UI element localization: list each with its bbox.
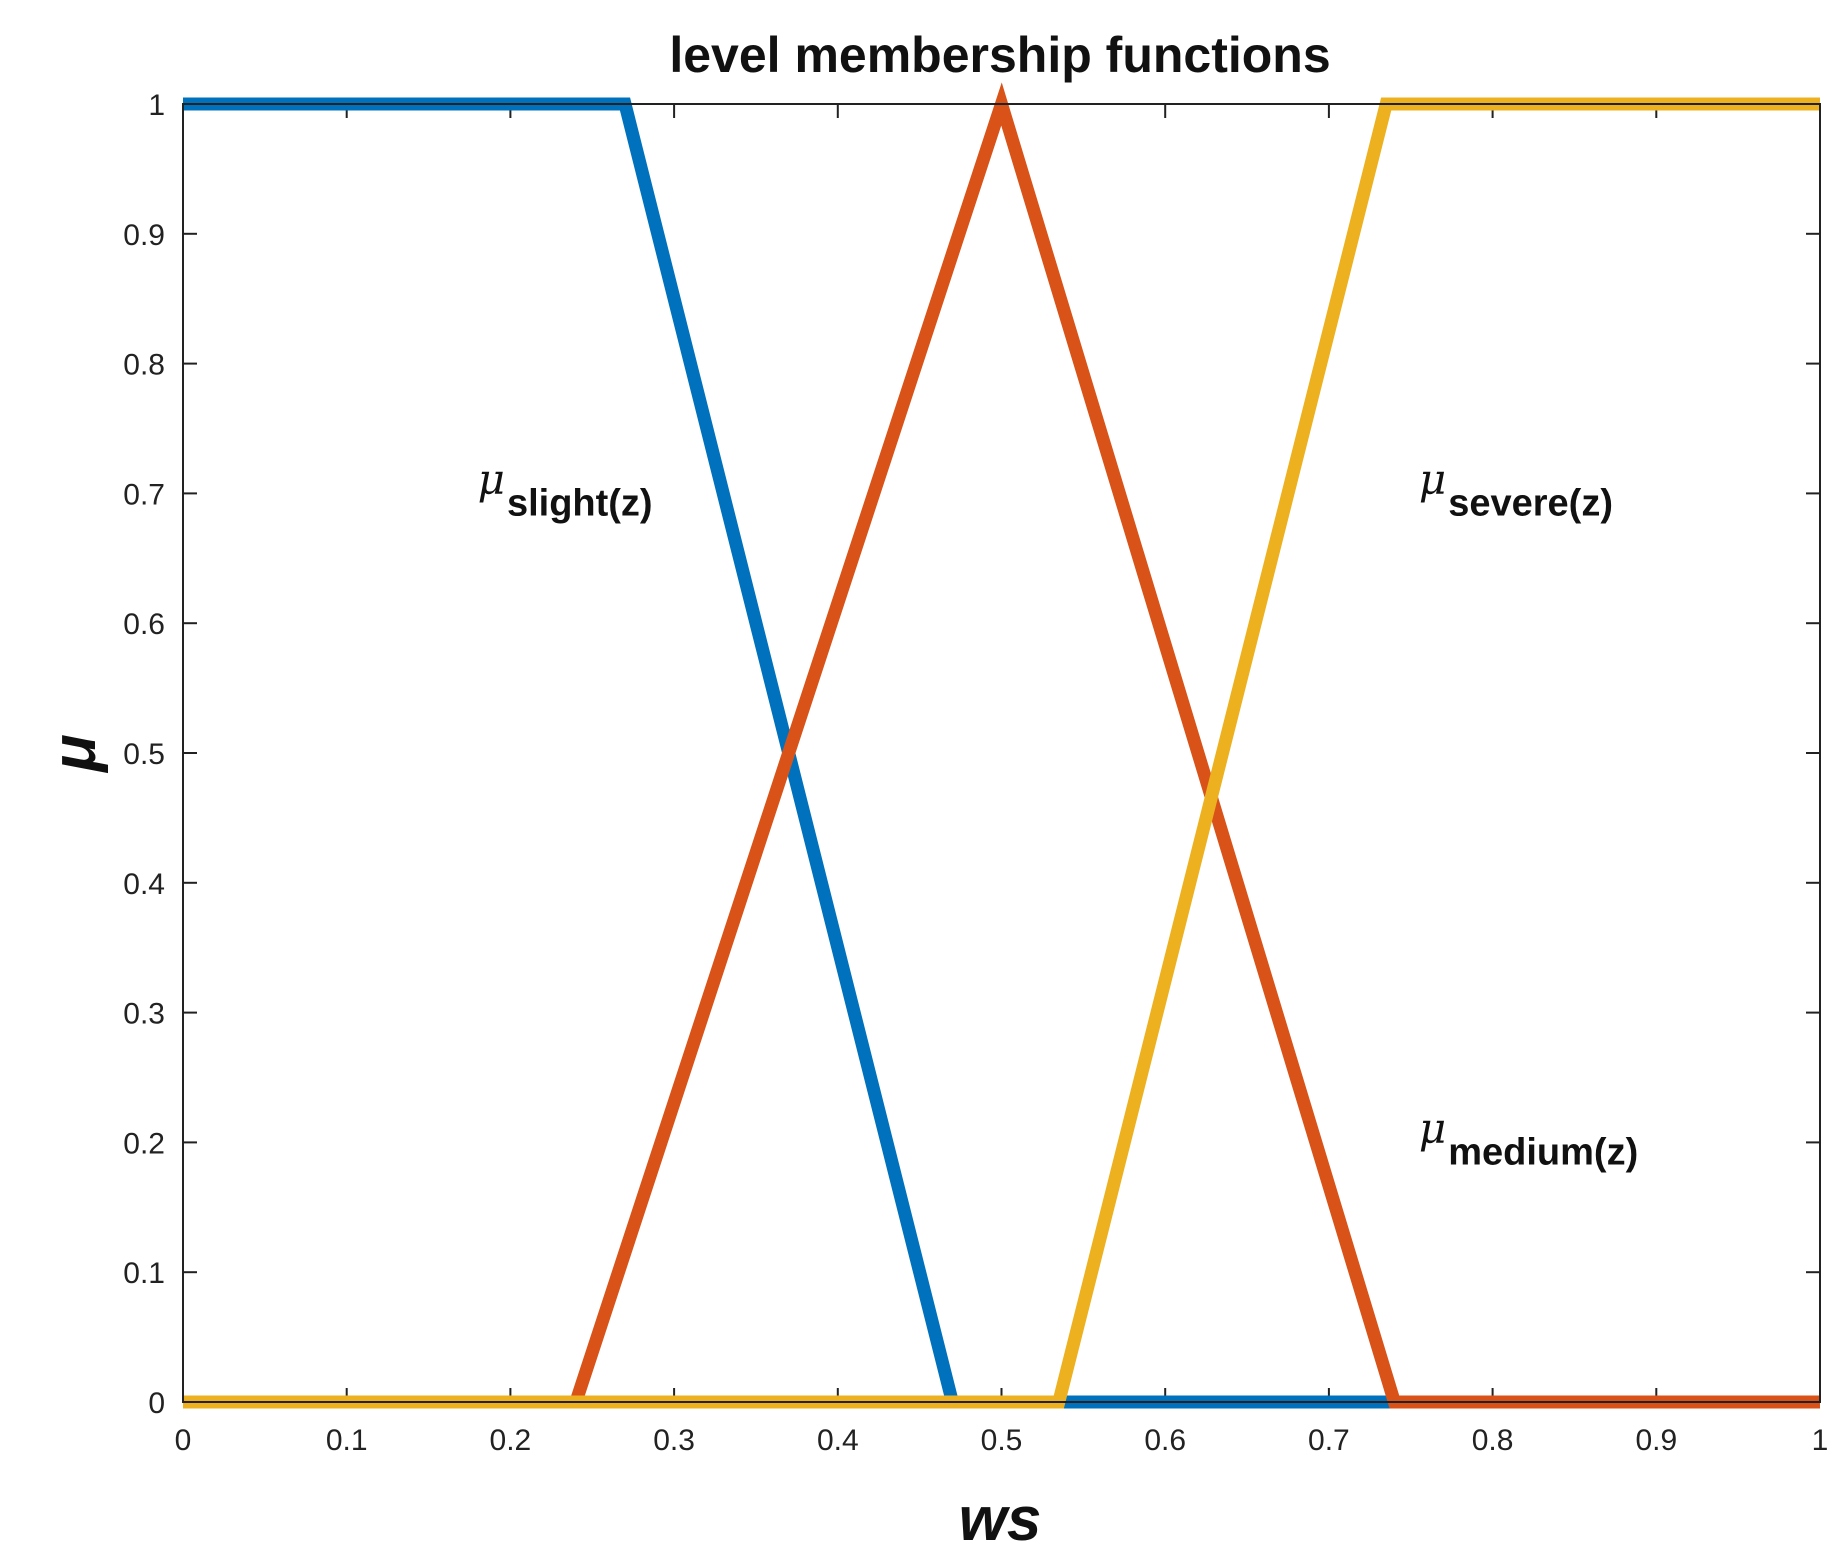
y-tick-label: 0 (148, 1387, 165, 1420)
annotation-symbol: μ (1419, 1103, 1446, 1152)
annotation-subscript: slight(z) (507, 482, 653, 524)
annotation-subscript: medium(z) (1448, 1131, 1638, 1173)
annotation-symbol: μ (1419, 454, 1446, 503)
annotation-symbol: μ (478, 454, 505, 503)
x-tick-label: 0.2 (490, 1424, 532, 1457)
y-tick-label: 0.3 (123, 998, 165, 1031)
x-tick-label: 0.7 (1308, 1424, 1350, 1457)
y-axis-label: μ (40, 734, 109, 773)
y-tick-label: 0.1 (123, 1257, 165, 1290)
y-tick-label: 0.7 (123, 478, 165, 511)
annotation-label: μsevere(z) (1419, 454, 1613, 524)
annotation-label: μslight(z) (478, 454, 653, 524)
plot-frame (182, 103, 1821, 1403)
x-tick-label: 0.5 (981, 1424, 1023, 1457)
y-tick-label: 0.5 (123, 738, 165, 771)
y-tick-label: 0.4 (123, 868, 165, 901)
x-tick-label: 1 (1812, 1424, 1829, 1457)
x-axis-label: ws (959, 1485, 1042, 1554)
y-tick-label: 0.8 (123, 349, 165, 382)
y-tick-label: 0.9 (123, 219, 165, 252)
x-tick-label: 0.9 (1635, 1424, 1677, 1457)
chart-title: level membership functions (669, 27, 1330, 83)
annotation-subscript: severe(z) (1448, 482, 1613, 524)
x-tick-label: 0.4 (817, 1424, 859, 1457)
ticks-layer: 0 0.1 0.2 0.3 0.4 0.5 0.6 0.7 0.8 0.9 1 0 0.1 0.2 0.3 0… (123, 89, 1828, 1457)
y-tick-label: 0.6 (123, 608, 165, 641)
annotation-layer: μslight(z)μsevere(z)μmedium(z) (478, 454, 1639, 1173)
x-tick-label: 0 (175, 1424, 192, 1457)
x-tick-label: 0.1 (326, 1424, 368, 1457)
y-tick-label: 1 (148, 89, 165, 122)
annotation-label: μmedium(z) (1419, 1103, 1638, 1173)
x-tick-label: 0.6 (1144, 1424, 1186, 1457)
x-tick-label: 0.8 (1472, 1424, 1514, 1457)
x-tick-label: 0.3 (653, 1424, 695, 1457)
y-tick-label: 0.2 (123, 1127, 165, 1160)
